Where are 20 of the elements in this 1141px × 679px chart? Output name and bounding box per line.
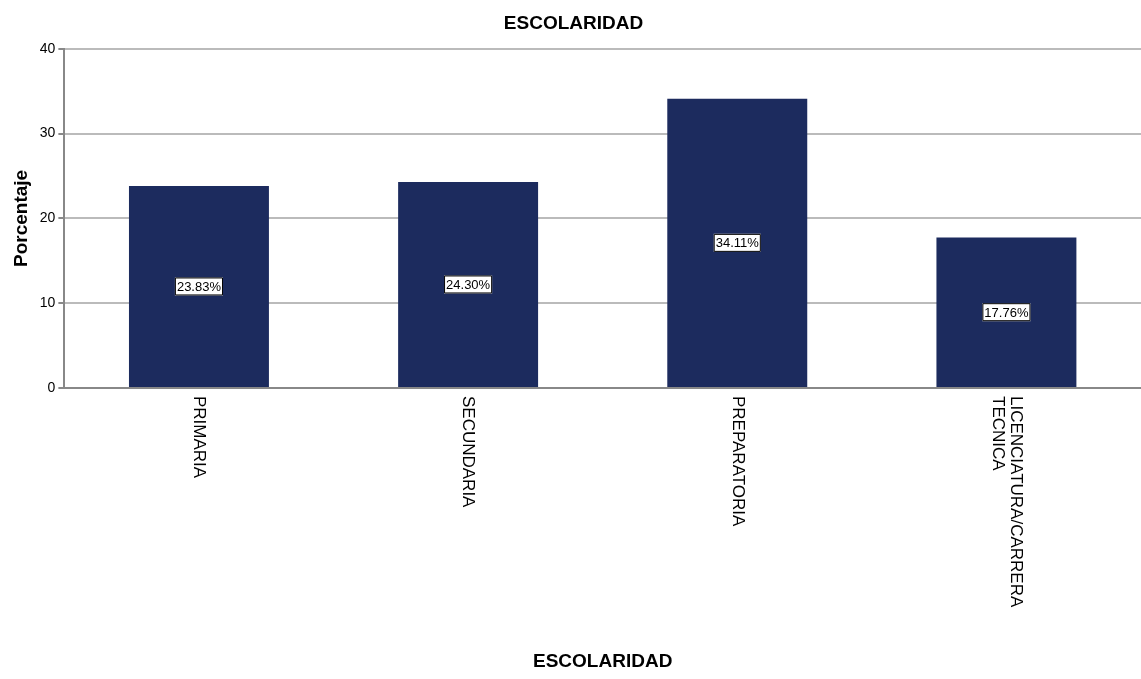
bar xyxy=(398,181,539,387)
x-tick-label: LICENCIATURA/CARRERA TECNICA xyxy=(988,396,1026,608)
y-tick-label: 0 xyxy=(47,378,56,395)
data-label: 34.11% xyxy=(715,235,760,251)
y-tick-label: 40 xyxy=(39,39,56,56)
x-axis-title: ESCOLARIDAD xyxy=(533,649,673,671)
bar xyxy=(667,98,808,387)
data-label: 23.83% xyxy=(176,279,222,295)
y-tick-label: 20 xyxy=(39,209,56,226)
x-tick-label: PREPARATORIA xyxy=(728,396,748,528)
data-label: 17.76% xyxy=(984,304,1029,320)
chart-title: ESCOLARIDAD xyxy=(503,11,644,33)
bar xyxy=(128,185,269,387)
y-tick-label: 30 xyxy=(39,124,56,141)
y-axis-title: Porcentaje xyxy=(9,169,31,267)
bar xyxy=(936,237,1077,387)
x-tick-label: SECUNDARIA xyxy=(459,396,479,509)
y-tick-label: 10 xyxy=(39,294,56,311)
x-tick-label: PRIMARIA xyxy=(190,396,210,479)
data-label: 24.30% xyxy=(446,277,491,293)
